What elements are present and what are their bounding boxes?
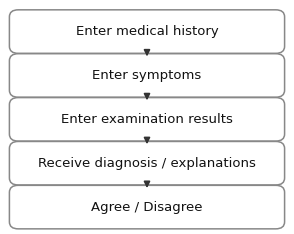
FancyBboxPatch shape bbox=[9, 98, 285, 141]
Text: Enter medical history: Enter medical history bbox=[76, 25, 218, 38]
Text: Receive diagnosis / explanations: Receive diagnosis / explanations bbox=[38, 157, 256, 170]
FancyBboxPatch shape bbox=[9, 141, 285, 185]
Text: Enter symptoms: Enter symptoms bbox=[92, 69, 202, 82]
Text: Enter examination results: Enter examination results bbox=[61, 113, 233, 126]
FancyBboxPatch shape bbox=[9, 185, 285, 229]
Text: Agree / Disagree: Agree / Disagree bbox=[91, 201, 203, 214]
FancyBboxPatch shape bbox=[9, 54, 285, 97]
FancyBboxPatch shape bbox=[9, 10, 285, 53]
